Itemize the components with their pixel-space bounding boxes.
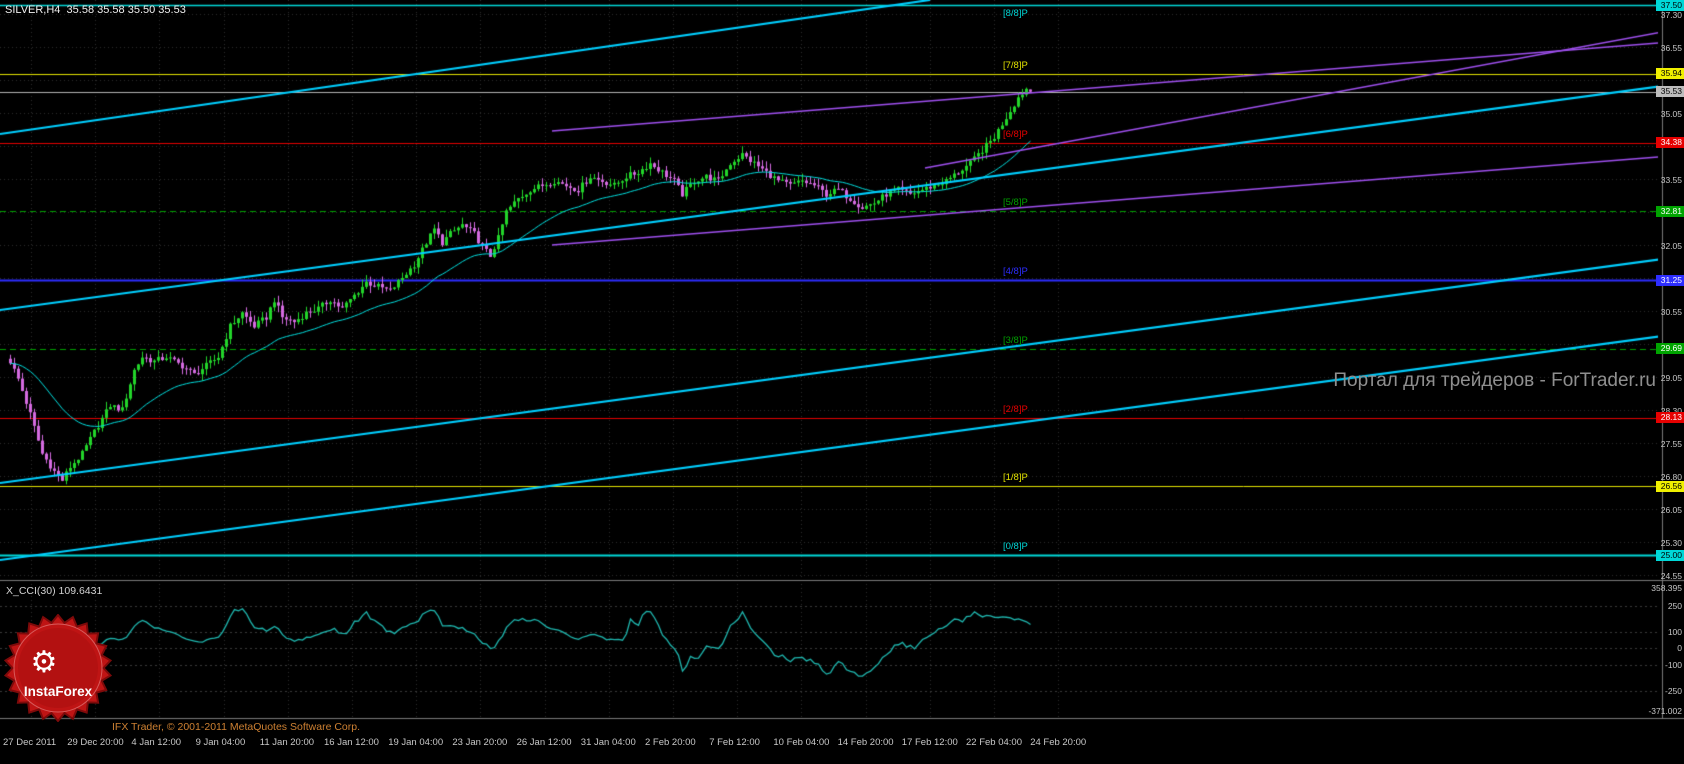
time-axis-label: 27 Dec 2011 [3,737,57,748]
murrey-level-label: [1/8]P [1003,472,1028,484]
murrey-level-label: [5/8]P [1003,197,1028,209]
cci-scale-label: 358.395 [1651,583,1682,593]
time-axis-label: 9 Jan 04:00 [195,737,246,748]
cci-scale-label: -250 [1664,685,1682,696]
time-axis-label: 19 Jan 04:00 [388,737,444,748]
price-level-badge: 35.94 [1656,68,1684,80]
instaforex-logo: ⚙ InstaForex [3,613,113,723]
price-tick: 25.30 [1660,537,1682,548]
time-axis-label: 7 Feb 12:00 [709,737,760,748]
price-level-badge: 34.38 [1656,136,1684,148]
cci-scale-label: -371.002 [1648,705,1682,716]
price-tick: 27.55 [1660,438,1682,449]
price-tick: 28.30 [1661,406,1682,416]
murrey-level-label: [0/8]P [1003,541,1028,552]
cci-scale-label: 0 [1677,643,1682,654]
time-axis-label: 17 Feb 12:00 [901,737,958,748]
price-tick: 26.05 [1660,504,1682,515]
logo-text: InstaForex [24,684,93,699]
time-axis-label: 10 Feb 04:00 [773,737,830,748]
price-tick: 32.05 [1660,240,1682,251]
murrey-level-label: [7/8]P [1003,59,1028,71]
symbol-ohlc-label: SILVER,H4 35.58 35.58 35.50 35.53 [5,4,186,16]
time-axis-label: 16 Jan 12:00 [324,737,379,748]
watermark-text: Портал для трейдеров - ForTrader.ru [1333,370,1656,391]
price-tick: 30.55 [1660,306,1682,317]
price-level-badge: 28.13 [1656,411,1684,423]
price-tick: 36.55 [1660,42,1682,53]
murrey-level-label: [3/8]P [1003,334,1028,346]
cci-scale-label: 100 [1667,626,1682,637]
price-level-badge: 35.53 [1656,86,1684,98]
murrey-level-label: [4/8]P [1003,266,1028,277]
price-tick: 37.30 [1660,9,1682,20]
copyright-text: IFX Trader, © 2001-2011 MetaQuotes Softw… [112,721,361,733]
gear-icon: ⚙ [31,646,58,679]
logo-ring [13,623,103,713]
time-axis-label: 31 Jan 04:00 [580,737,636,748]
time-axis-label: 29 Dec 20:00 [67,737,124,748]
murrey-level-label: [6/8]P [1003,128,1028,140]
time-axis-label: 4 Jan 12:00 [131,737,182,748]
price-level-badge: 32.81 [1656,205,1684,217]
time-axis-label: 23 Jan 20:00 [452,737,508,748]
price-level-badge: 29.69 [1656,343,1684,355]
indicator-label: X_CCI(30) 109.6431 [6,585,103,597]
price-level-badge: 26.56 [1656,480,1684,492]
price-tick: 33.55 [1660,174,1682,185]
price-tick: 26.80 [1660,471,1682,482]
price-level-badge: 25.00 [1656,549,1684,561]
murrey-level-label: [2/8]P [1003,403,1028,415]
time-axis-label: 24 Feb 20:00 [1030,737,1087,748]
cci-scale-label: -100 [1664,660,1682,671]
murrey-level-label: [8/8]P [1003,8,1028,19]
logo-disc [18,628,98,708]
price-level-badge: 37.50 [1656,0,1684,11]
price-tick: 24.55 [1660,570,1682,581]
time-axis-label: 2 Feb 20:00 [645,737,696,748]
price-tick: 29.05 [1660,372,1682,383]
time-axis-label: 14 Feb 20:00 [837,737,894,748]
time-axis-label: 22 Feb 04:00 [966,737,1022,748]
price-level-badge: 31.25 [1656,274,1684,286]
time-axis-label: 11 Jan 20:00 [259,737,315,748]
price-tick: 35.05 [1660,108,1682,119]
time-axis-label: 26 Jan 12:00 [516,737,572,748]
cci-scale-label: 250 [1667,601,1682,612]
